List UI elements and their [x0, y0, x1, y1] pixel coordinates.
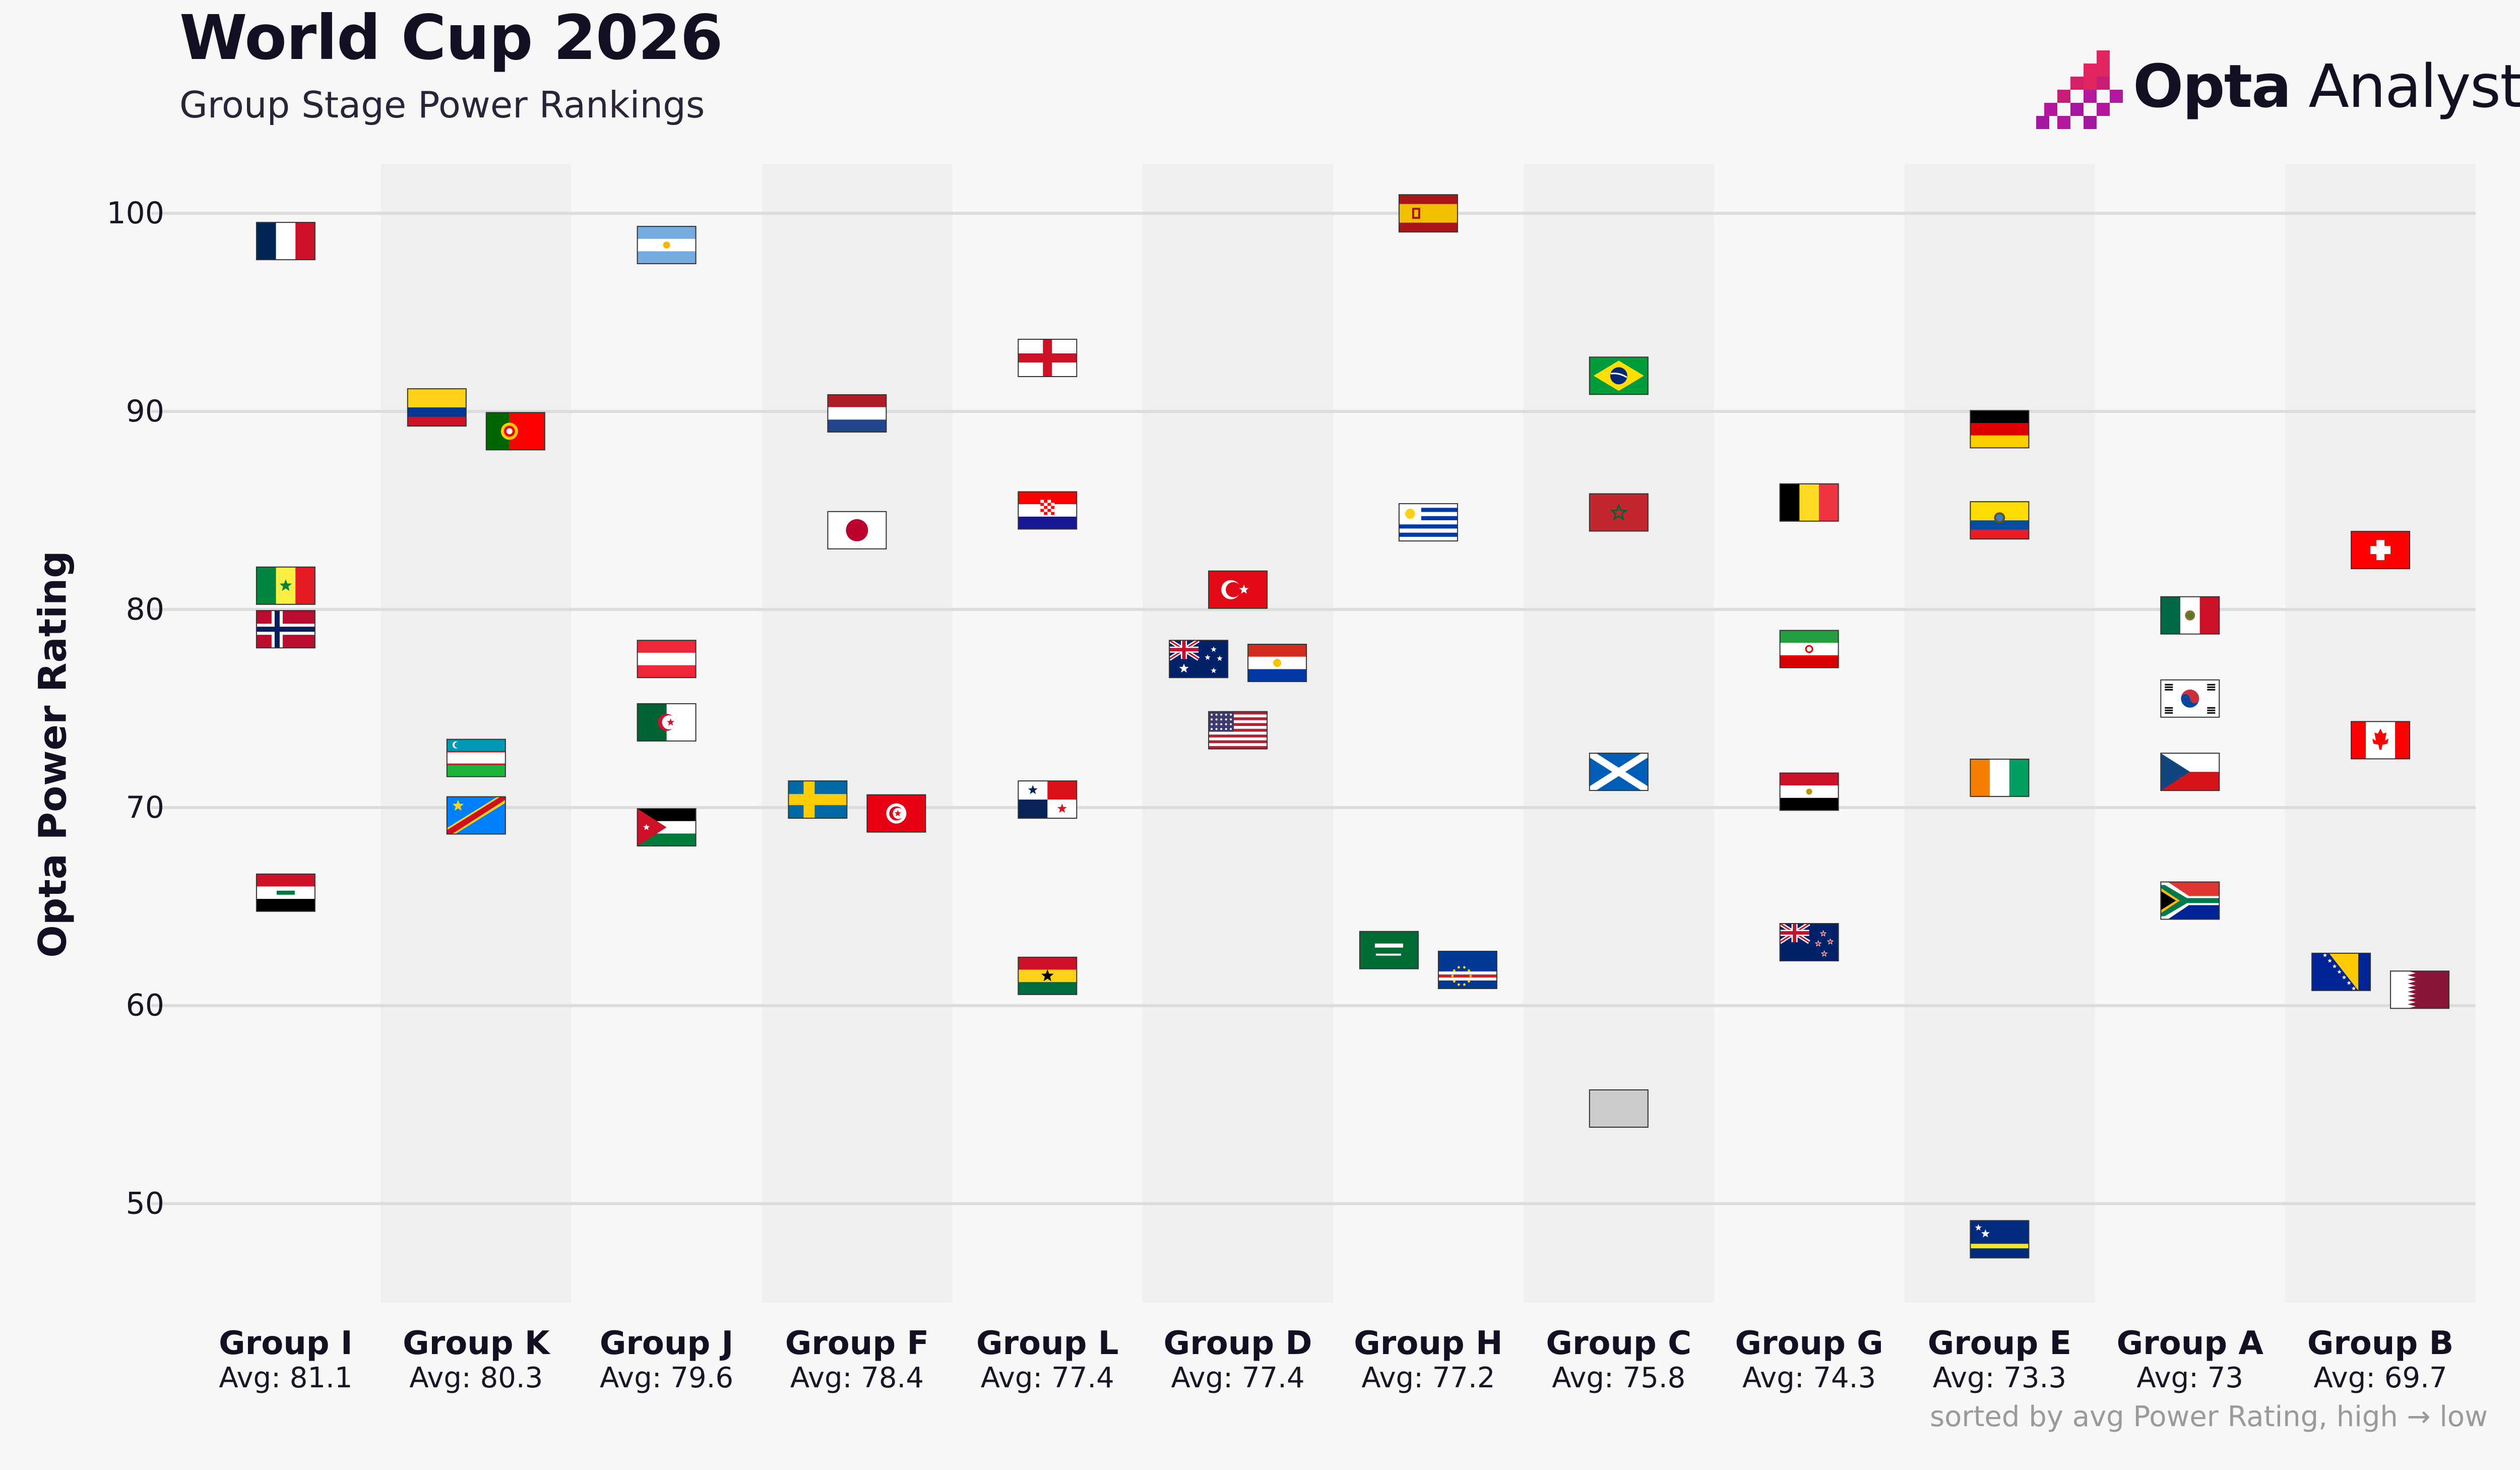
- flag-austria: [637, 640, 697, 679]
- flag-curacao: [1970, 1220, 2030, 1259]
- flag-uzbekistan: [446, 739, 506, 777]
- group-avg-label: Avg: 81.1: [219, 1362, 352, 1394]
- group-band: [381, 164, 572, 1303]
- flag-ecuador: [1970, 501, 2030, 540]
- flag-morocco: [1589, 493, 1649, 532]
- group-avg-label: Avg: 73.3: [1933, 1362, 2066, 1394]
- flag-mexico: [2160, 596, 2220, 635]
- flag-senegal: [256, 566, 316, 605]
- flag-uruguay: [1398, 503, 1458, 542]
- group-avg-label: Avg: 77.2: [1361, 1362, 1495, 1394]
- y-tick-label: 100: [106, 196, 164, 231]
- group-label: Group C: [1546, 1325, 1691, 1362]
- flag-new-zealand: [1779, 922, 1839, 961]
- flag-colombia: [407, 388, 467, 427]
- flag-saudi-arabia: [1359, 931, 1419, 969]
- group-label: Group J: [600, 1325, 734, 1362]
- flag-japan: [827, 511, 887, 549]
- flag-belgium: [1779, 483, 1839, 522]
- flag-sweden: [788, 780, 848, 819]
- flag-germany: [1970, 410, 2030, 449]
- flag-netherlands: [827, 394, 887, 433]
- flag-czechia: [2160, 753, 2220, 791]
- flag-canada: [2351, 721, 2411, 760]
- group-band: [1523, 164, 1714, 1303]
- flag-france: [256, 222, 316, 261]
- group-avg-label: Avg: 73: [2136, 1362, 2243, 1394]
- group-label: Group A: [2117, 1325, 2264, 1362]
- flag-argentina: [637, 226, 697, 265]
- flag-bosnia: [2311, 952, 2371, 991]
- opta-analyst-logo: Opta Analyst: [2036, 48, 2520, 134]
- group-avg-label: Avg: 69.7: [2314, 1362, 2447, 1394]
- group-avg-label: Avg: 78.4: [790, 1362, 924, 1394]
- flag-australia: [1168, 638, 1229, 679]
- flag-brazil: [1589, 356, 1649, 395]
- group-avg-label: Avg: 75.8: [1552, 1362, 1685, 1394]
- flag-cape-verde: [1437, 951, 1497, 989]
- y-tick-label: 70: [126, 790, 164, 825]
- flag-croatia: [1018, 491, 1078, 530]
- logo-analyst: Analyst: [2290, 51, 2520, 121]
- group-label: Group D: [1164, 1325, 1312, 1362]
- group-label: Group L: [976, 1325, 1119, 1362]
- flag-switzerland: [2351, 531, 2411, 570]
- y-tick-label: 50: [126, 1186, 164, 1221]
- chart-subtitle: Group Stage Power Rankings: [179, 84, 705, 126]
- y-tick-label: 60: [126, 988, 164, 1023]
- flag-algeria: [637, 703, 697, 742]
- group-label: Group K: [403, 1325, 551, 1362]
- flag-south-africa: [2160, 881, 2220, 920]
- flag-england: [1018, 339, 1078, 377]
- group-avg-label: Avg: 77.4: [1171, 1362, 1305, 1394]
- flag-south-korea: [2160, 679, 2220, 718]
- group-label: Group I: [219, 1325, 353, 1362]
- flag-jordan: [637, 808, 697, 847]
- flag-ghana: [1018, 956, 1078, 995]
- group-avg-label: Avg: 74.3: [1742, 1362, 1876, 1394]
- flag-dr-congo: [446, 796, 506, 835]
- group-avg-label: Avg: 79.6: [600, 1362, 733, 1394]
- sort-footnote: sorted by avg Power Rating, high → low: [1929, 1400, 2488, 1433]
- y-tick-label: 90: [126, 394, 164, 429]
- opta-logo-mark-icon: [2036, 48, 2137, 134]
- flag-tunisia: [866, 794, 926, 833]
- flag-scotland: [1588, 750, 1650, 794]
- logo-opta: Opta: [2133, 51, 2292, 121]
- flag-ivory-coast: [1970, 758, 2030, 797]
- group-band: [1904, 164, 2095, 1303]
- flag-usa: [1208, 711, 1268, 750]
- flag-iran: [1779, 630, 1839, 668]
- flag-qatar: [2390, 970, 2450, 1009]
- flag-panama: [1018, 780, 1078, 819]
- flag-haiti: [1589, 1089, 1649, 1128]
- group-label: Group E: [1928, 1325, 2071, 1362]
- group-label: Group F: [785, 1325, 929, 1362]
- flag-turkey: [1208, 570, 1268, 609]
- flag-spain: [1398, 194, 1458, 233]
- flag-iraq: [256, 873, 316, 912]
- logo-wordmark: Opta Analyst: [2133, 51, 2520, 121]
- group-band: [762, 164, 953, 1303]
- y-tick-label: 80: [126, 592, 164, 627]
- flag-egypt: [1779, 772, 1839, 811]
- group-label: Group B: [2307, 1325, 2454, 1362]
- group-avg-label: Avg: 80.3: [409, 1362, 543, 1394]
- flag-paraguay: [1247, 644, 1307, 682]
- chart-title: World Cup 2026: [179, 2, 723, 74]
- flag-norway: [256, 610, 316, 649]
- group-label: Group G: [1735, 1325, 1883, 1362]
- group-label: Group H: [1354, 1325, 1502, 1362]
- flag-portugal: [485, 412, 545, 451]
- group-avg-label: Avg: 77.4: [981, 1362, 1114, 1394]
